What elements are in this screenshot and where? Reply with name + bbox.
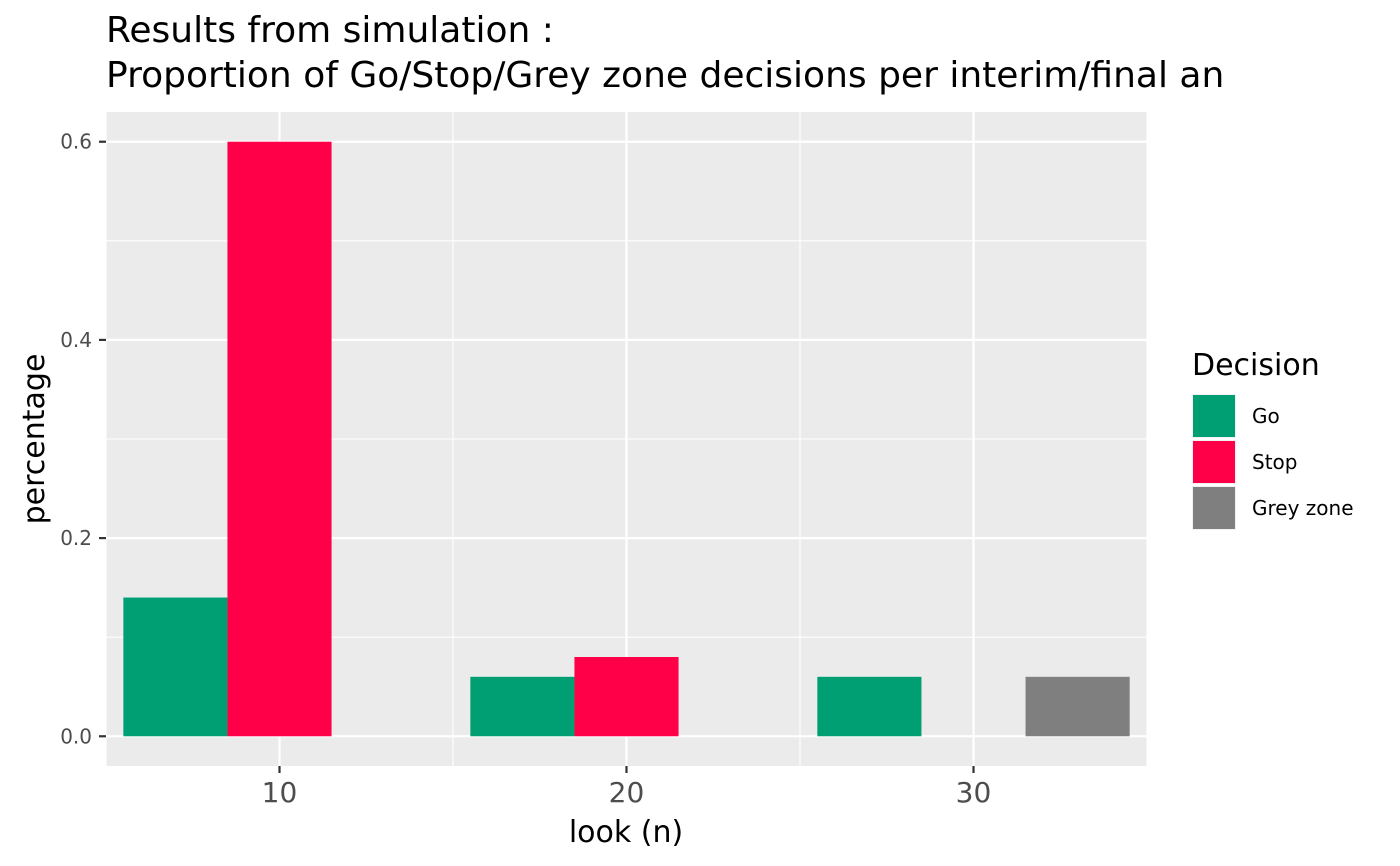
legend-label-grey-zone: Grey zone bbox=[1252, 496, 1354, 520]
legend-label-go: Go bbox=[1252, 404, 1280, 428]
axes: 10 20 30 0.0 0.2 0.4 0.6 bbox=[60, 130, 991, 809]
legend: Decision Go Stop Grey zone bbox=[1192, 348, 1354, 530]
chart-title-line-1: Results from simulation : bbox=[106, 10, 554, 51]
legend-swatch-grey-zone bbox=[1193, 487, 1235, 529]
bars bbox=[123, 141, 1130, 737]
legend-title: Decision bbox=[1192, 348, 1320, 383]
y-tick-label: 0.2 bbox=[60, 526, 92, 550]
x-tick-label: 30 bbox=[956, 776, 992, 809]
x-axis-label: look (n) bbox=[569, 815, 683, 850]
y-tick-label: 0.6 bbox=[60, 130, 92, 154]
legend-label-stop: Stop bbox=[1252, 450, 1297, 474]
bar-go-20 bbox=[470, 676, 575, 737]
x-tick-label: 20 bbox=[609, 776, 645, 809]
x-tick-label: 10 bbox=[262, 776, 298, 809]
bar-grey-zone-30 bbox=[1025, 676, 1130, 737]
bar-go-30 bbox=[817, 676, 922, 737]
y-tick-label: 0.0 bbox=[60, 724, 92, 748]
chart-title-line-2: Proportion of Go/Stop/Grey zone decision… bbox=[106, 55, 1225, 96]
y-axis-label: percentage bbox=[17, 354, 52, 525]
bar-stop-20 bbox=[574, 657, 679, 737]
legend-swatch-stop bbox=[1193, 441, 1235, 483]
bar-stop-10 bbox=[227, 141, 332, 737]
bar-go-10 bbox=[123, 597, 228, 737]
legend-swatch-go bbox=[1193, 395, 1235, 437]
y-tick-label: 0.4 bbox=[60, 328, 92, 352]
